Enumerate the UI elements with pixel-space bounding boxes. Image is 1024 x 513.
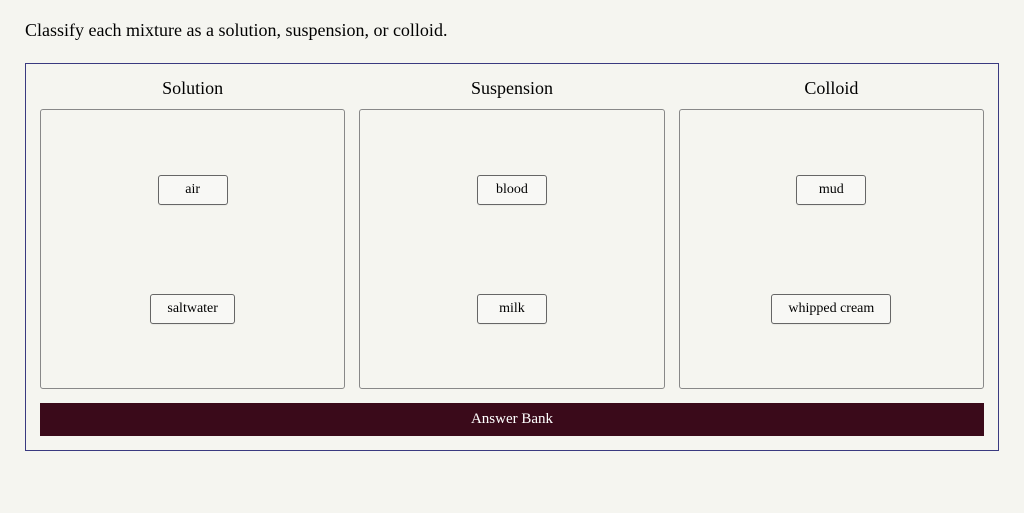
zones-row: Solution air saltwater Suspension blood … — [40, 78, 984, 389]
draggable-item[interactable]: blood — [477, 175, 547, 205]
draggable-item[interactable]: milk — [477, 294, 547, 324]
question-prompt: Classify each mixture as a solution, sus… — [25, 20, 999, 41]
classification-container: Solution air saltwater Suspension blood … — [25, 63, 999, 451]
zone-suspension: Suspension blood milk — [359, 78, 664, 389]
zone-solution: Solution air saltwater — [40, 78, 345, 389]
draggable-item[interactable]: mud — [796, 175, 866, 205]
drop-area-colloid[interactable]: mud whipped cream — [679, 109, 984, 389]
zone-title-solution: Solution — [162, 78, 223, 99]
zone-title-colloid: Colloid — [804, 78, 858, 99]
drop-area-solution[interactable]: air saltwater — [40, 109, 345, 389]
zone-title-suspension: Suspension — [471, 78, 553, 99]
draggable-item[interactable]: whipped cream — [771, 294, 891, 324]
zone-colloid: Colloid mud whipped cream — [679, 78, 984, 389]
answer-bank-header[interactable]: Answer Bank — [40, 403, 984, 436]
draggable-item[interactable]: air — [158, 175, 228, 205]
drop-area-suspension[interactable]: blood milk — [359, 109, 664, 389]
draggable-item[interactable]: saltwater — [150, 294, 235, 324]
